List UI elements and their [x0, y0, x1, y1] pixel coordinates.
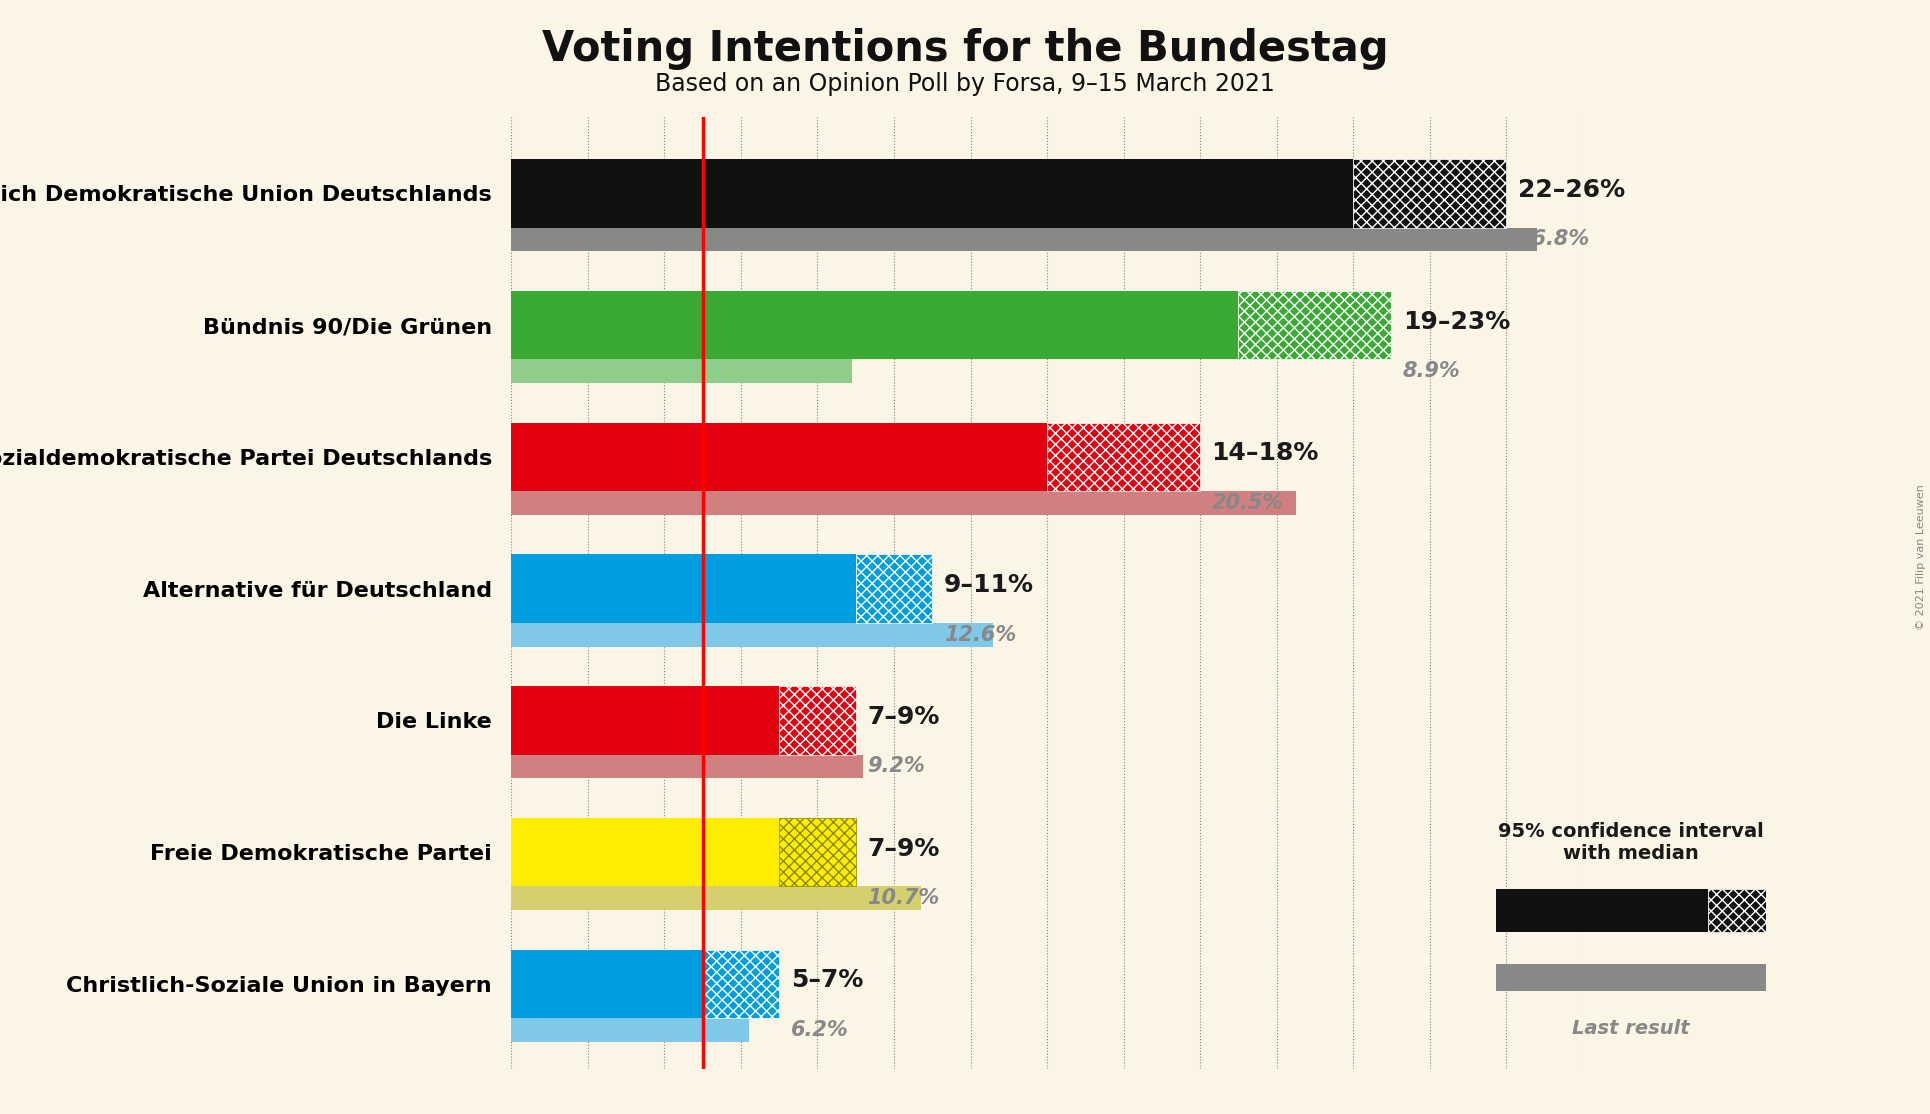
Bar — [511, 754, 863, 779]
Bar — [1353, 159, 1505, 227]
Text: 26.8%: 26.8% — [1517, 229, 1590, 250]
Bar — [1708, 889, 1766, 932]
Bar — [511, 360, 851, 383]
Bar — [511, 887, 921, 910]
Text: 6.2%: 6.2% — [791, 1020, 849, 1039]
Bar — [1496, 964, 1766, 991]
Text: 7–9%: 7–9% — [867, 705, 940, 729]
Text: 9.2%: 9.2% — [867, 756, 924, 776]
Text: 9–11%: 9–11% — [944, 574, 1034, 597]
Bar — [1239, 291, 1392, 360]
Bar — [511, 686, 780, 754]
Bar — [511, 159, 1353, 227]
Bar — [855, 555, 932, 623]
Text: 14–18%: 14–18% — [1212, 441, 1318, 466]
Bar — [1496, 889, 1708, 932]
Text: 19–23%: 19–23% — [1403, 310, 1509, 334]
Bar — [511, 1018, 749, 1042]
Text: 8.9%: 8.9% — [1403, 361, 1461, 381]
Text: 7–9%: 7–9% — [867, 837, 940, 861]
Text: 20.5%: 20.5% — [1212, 494, 1283, 512]
Bar — [511, 291, 1239, 360]
Bar — [511, 422, 1046, 491]
Text: Last result: Last result — [1573, 1019, 1689, 1038]
Bar — [511, 949, 703, 1018]
Text: 10.7%: 10.7% — [867, 888, 940, 908]
Text: 22–26%: 22–26% — [1517, 178, 1625, 202]
Bar — [1046, 422, 1200, 491]
Bar — [511, 623, 994, 646]
Text: © 2021 Filip van Leeuwen: © 2021 Filip van Leeuwen — [1916, 485, 1926, 629]
Bar — [780, 818, 855, 887]
Text: Based on an Opinion Poll by Forsa, 9–15 March 2021: Based on an Opinion Poll by Forsa, 9–15 … — [654, 72, 1276, 97]
Bar — [511, 818, 780, 887]
Bar — [703, 949, 780, 1018]
Text: Voting Intentions for the Bundestag: Voting Intentions for the Bundestag — [542, 28, 1388, 70]
Bar — [511, 227, 1536, 252]
Text: 5–7%: 5–7% — [791, 968, 863, 993]
Text: 95% confidence interval
with median: 95% confidence interval with median — [1498, 822, 1764, 863]
Bar — [511, 491, 1295, 515]
Bar — [780, 686, 855, 754]
Text: 12.6%: 12.6% — [944, 625, 1015, 645]
Bar — [511, 555, 855, 623]
